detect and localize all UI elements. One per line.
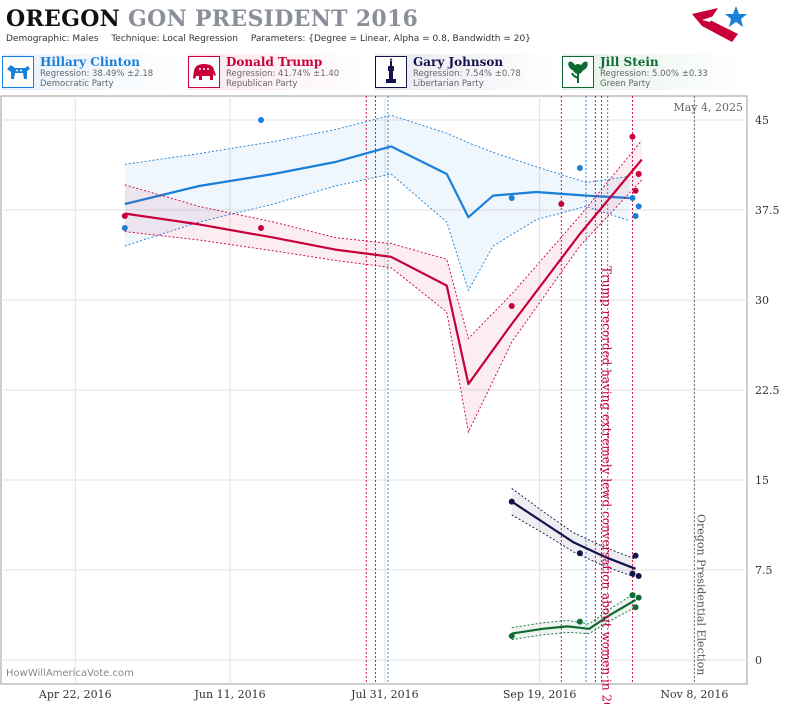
x-tick-label: Jun 11, 2016 xyxy=(194,688,266,701)
annotation-event: Trump recorded having extremely lewd con… xyxy=(599,266,613,704)
legend-party: Republican Party xyxy=(226,79,298,89)
series-group xyxy=(508,488,642,579)
poll-point xyxy=(632,552,639,559)
confidence-lower xyxy=(511,514,636,578)
poll-point xyxy=(258,117,265,123)
demographic-label: Demographic: Males xyxy=(6,34,99,44)
confidence-band xyxy=(511,488,636,578)
confidence-band xyxy=(124,115,630,291)
series-group xyxy=(121,114,642,292)
poll-point xyxy=(576,165,583,171)
confidence-lower xyxy=(124,173,630,292)
poll-point xyxy=(121,225,128,231)
legend-regression: Regression: 41.74% ±1.40 xyxy=(226,69,340,79)
legend-name: Jill Stein xyxy=(600,55,659,69)
y-tick-label: 7.5 xyxy=(755,564,773,577)
regression-line xyxy=(511,500,636,570)
x-tick-label: Jul 31, 2016 xyxy=(350,688,419,701)
legend-party: Libertarian Party xyxy=(413,79,484,89)
poll-point xyxy=(632,187,639,194)
technique-label: Technique: Local Regression xyxy=(111,34,238,44)
y-tick-label: 0 xyxy=(755,654,762,667)
legend-item-trump: Donald Trump Regression: 41.74% ±1.40 Re… xyxy=(188,54,368,90)
confidence-upper xyxy=(124,114,630,183)
legend-regression: Regression: 38.49% ±2.18 xyxy=(40,69,154,79)
legend-item-stein: Jill Stein Regression: 5.00% ±0.33 Green… xyxy=(562,54,742,90)
regression-line xyxy=(124,145,630,219)
x-tick-label: Sep 19, 2016 xyxy=(503,688,577,701)
poll-point xyxy=(629,570,636,577)
legend-regression: Regression: 7.54% ±0.78 xyxy=(413,69,521,79)
legend-name: Gary Johnson xyxy=(413,55,504,69)
poll-point xyxy=(632,604,639,611)
legend-regression: Regression: 5.00% ±0.33 xyxy=(600,69,708,79)
page-title: OREGON GON PRESIDENT 2016 xyxy=(6,6,418,32)
donkey-icon xyxy=(2,56,34,88)
poll-point xyxy=(508,303,515,309)
poll-point xyxy=(635,573,642,579)
confidence-lower xyxy=(124,179,643,434)
leaf-icon xyxy=(562,56,594,88)
poll-point xyxy=(508,195,515,201)
series-group xyxy=(121,133,643,434)
legend-name: Hillary Clinton xyxy=(40,55,140,69)
poll-point xyxy=(558,201,565,207)
confidence-upper xyxy=(511,488,636,560)
date-label: May 4, 2025 xyxy=(673,101,743,114)
poll-point xyxy=(258,225,265,231)
series-group xyxy=(508,592,642,641)
chart-parameters: Demographic: Males Technique: Local Regr… xyxy=(6,34,541,44)
poll-point xyxy=(576,618,583,625)
regression-line xyxy=(511,599,637,635)
y-tick-label: 37.5 xyxy=(755,204,780,217)
poll-point xyxy=(121,213,128,219)
y-tick-label: 15 xyxy=(755,474,769,487)
title-rest: GON PRESIDENT 2016 xyxy=(128,6,419,32)
y-tick-label: 30 xyxy=(755,294,769,307)
poll-point xyxy=(635,594,642,601)
poll-point xyxy=(632,213,639,219)
poll-point xyxy=(629,133,636,140)
y-tick-label: 22.5 xyxy=(755,384,780,397)
poll-point xyxy=(635,171,642,177)
x-tick-label: Apr 22, 2016 xyxy=(38,688,112,701)
legend-party: Democratic Party xyxy=(40,79,114,89)
annotation-election: Oregon Presidential Election xyxy=(694,514,707,675)
site-footer: HowWillAmericaVote.com xyxy=(6,668,134,679)
legend-item-johnson: Gary Johnson Regression: 7.54% ±0.78 Lib… xyxy=(375,54,555,90)
poll-point xyxy=(508,633,515,639)
legend-party: Green Party xyxy=(600,79,651,89)
state-name: OREGON xyxy=(6,6,121,32)
confidence-upper xyxy=(511,592,636,629)
y-tick-label: 45 xyxy=(755,114,769,127)
parameters-label: Parameters: {Degree = Linear, Alpha = 0.… xyxy=(250,34,531,44)
elephant-icon xyxy=(188,56,220,88)
poll-point xyxy=(576,550,583,557)
poll-point xyxy=(629,592,636,599)
regression-line xyxy=(124,158,643,386)
x-tick-label: Nov 8, 2016 xyxy=(660,688,728,701)
legend-item-clinton: Hillary Clinton Regression: 38.49% ±2.18… xyxy=(2,54,182,90)
site-logo-icon xyxy=(692,6,747,42)
poll-point xyxy=(629,195,636,201)
poll-point xyxy=(508,498,515,505)
confidence-band xyxy=(124,140,642,432)
liberty-torch-icon xyxy=(375,56,407,88)
poll-point xyxy=(635,203,642,210)
legend-name: Donald Trump xyxy=(226,55,323,69)
